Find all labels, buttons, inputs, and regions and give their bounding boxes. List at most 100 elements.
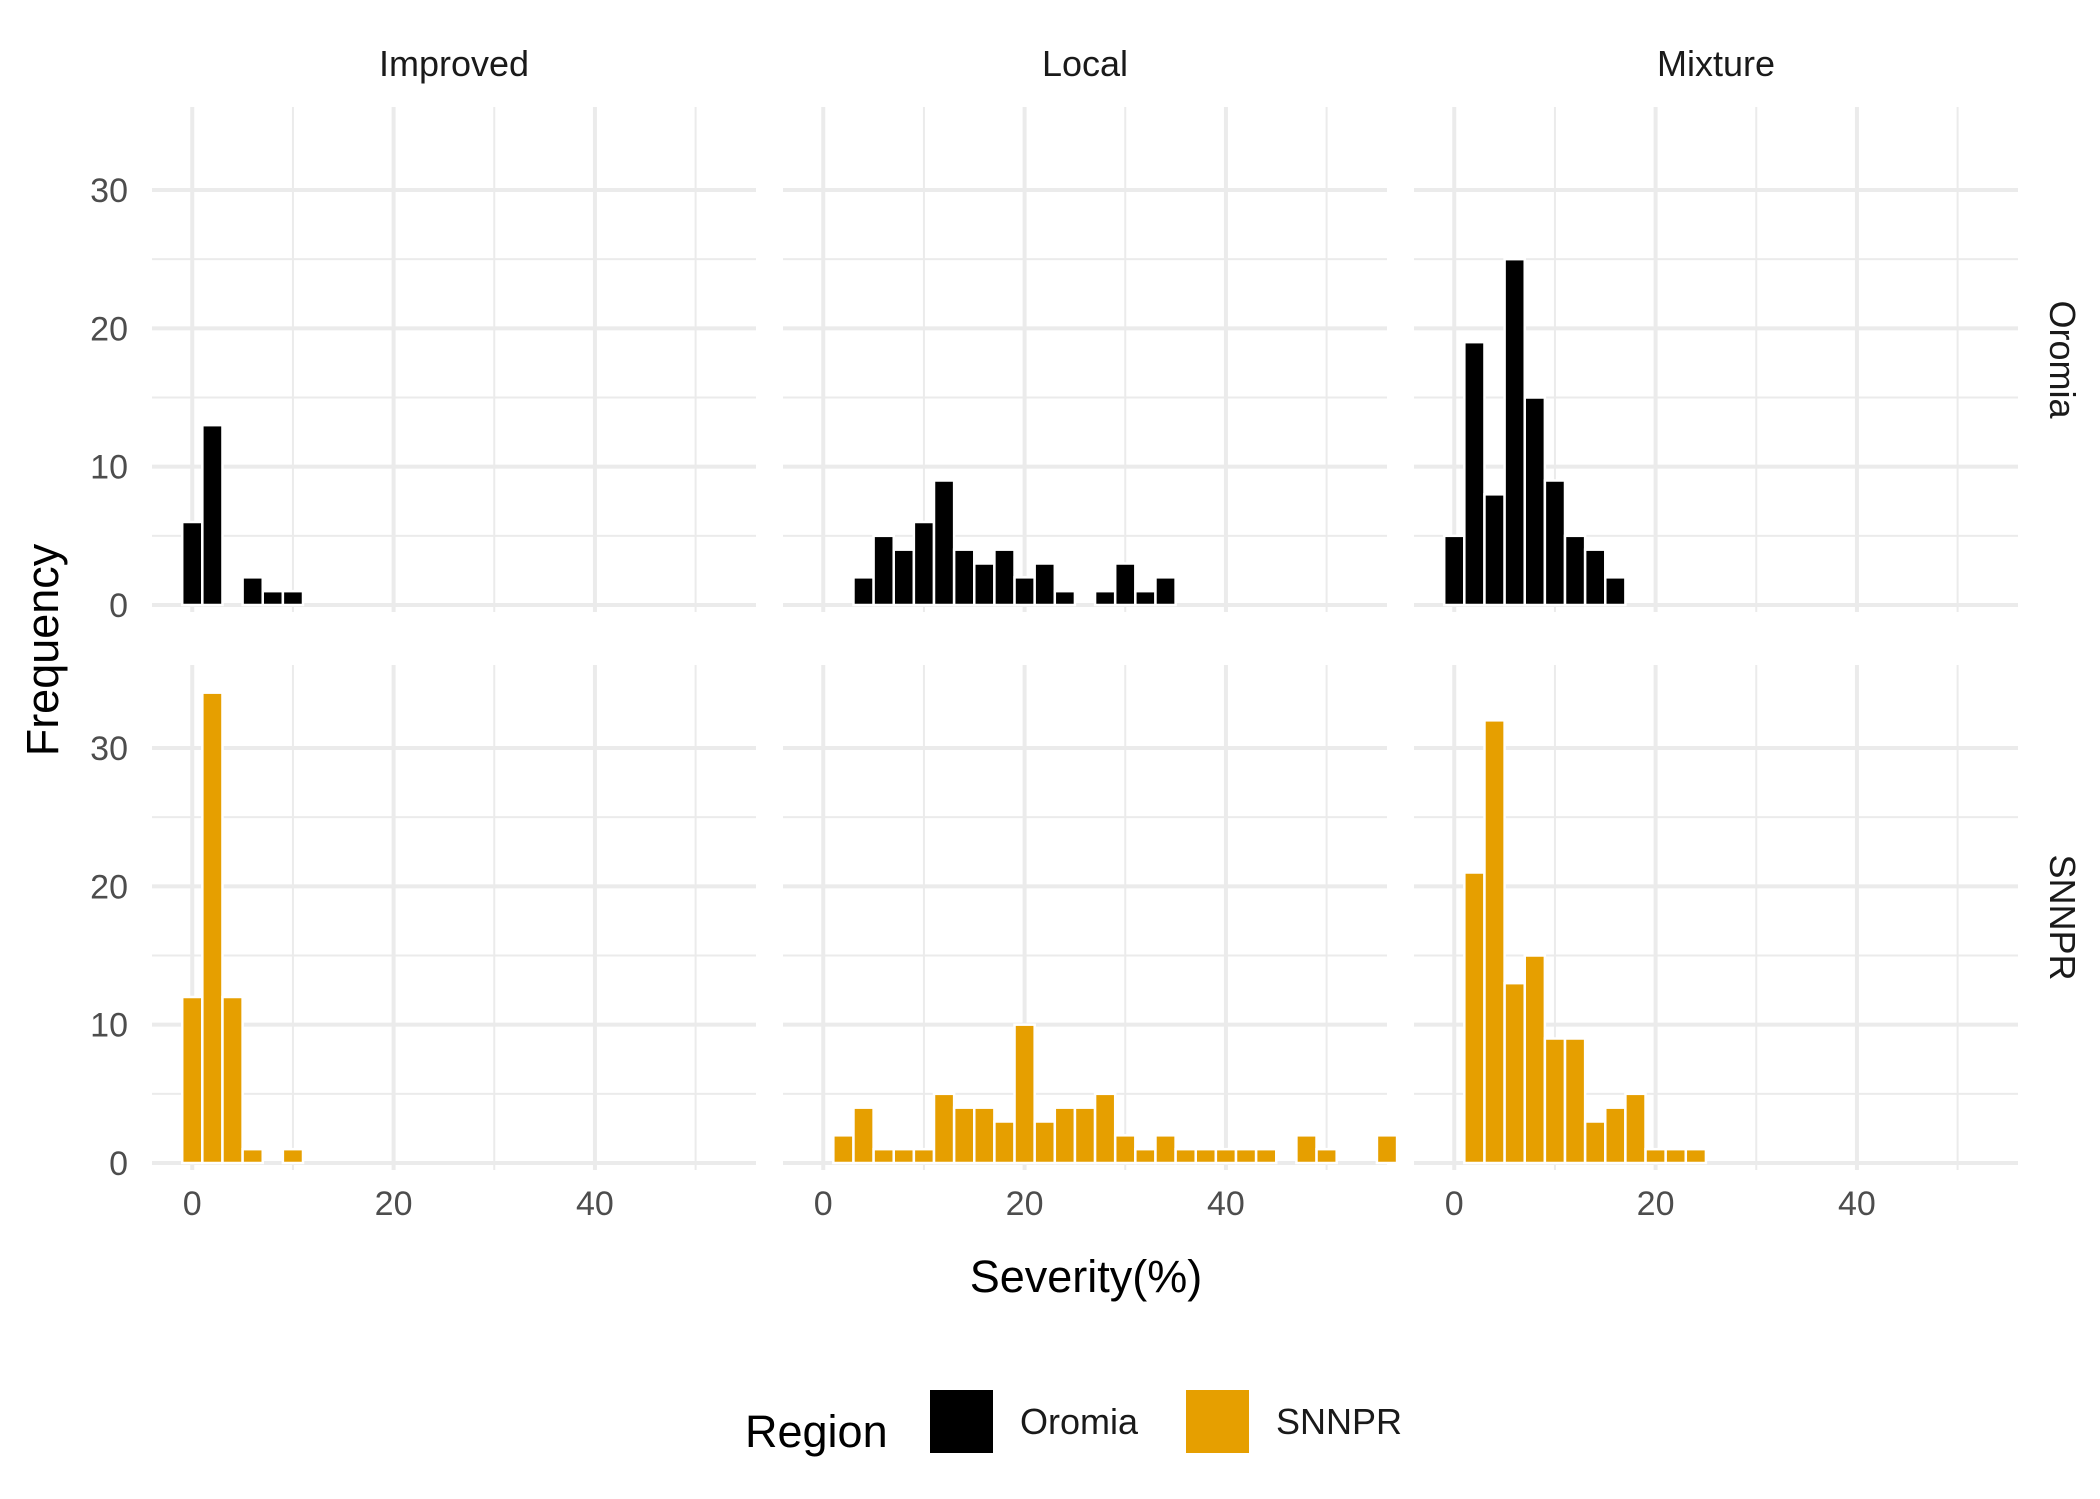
histogram-bar: [1523, 396, 1547, 607]
panel-snnpr-local: [783, 665, 1387, 1170]
histogram-bar: [1113, 1134, 1137, 1165]
histogram-bar: [1013, 576, 1036, 607]
bars-oromia-mixture: [1442, 257, 1627, 607]
histogram-bar: [872, 1147, 895, 1165]
histogram-bar: [993, 1120, 1016, 1165]
histogram-bar: [973, 562, 996, 607]
legend-entry: Oromia: [930, 1390, 1139, 1453]
histogram-bar: [1503, 981, 1526, 1165]
bars-snnpr-mixture: [1463, 719, 1708, 1165]
histogram-bar: [1583, 1120, 1607, 1165]
histogram-bar: [1134, 1147, 1157, 1165]
axes-layer: 0 10 20 30 0 10 20 30 0 20 40 0 20 40 0 20 40: [90, 172, 1876, 1223]
histogram-bar: [1644, 1147, 1667, 1165]
x-tick-label: 0: [1445, 1185, 1464, 1223]
legend-key: [930, 1390, 993, 1453]
legend-entry: SNNPR: [1186, 1390, 1402, 1453]
histogram-bar: [1295, 1134, 1318, 1165]
y-tick-label: 10: [90, 1007, 128, 1045]
histogram-bar: [1174, 1147, 1197, 1165]
histogram-bar: [852, 576, 875, 607]
histogram-bar: [1053, 1106, 1077, 1165]
legend-label: SNNPR: [1276, 1401, 1402, 1442]
histogram-bar: [180, 520, 204, 607]
x-tick-label: 40: [1207, 1185, 1245, 1223]
histogram-bar: [892, 1147, 916, 1165]
strip-label-row: Oromia: [2042, 300, 2083, 419]
histogram-bar: [1254, 1147, 1278, 1165]
histogram-bar: [1093, 589, 1117, 607]
x-tick-label: 20: [1006, 1185, 1044, 1223]
histogram-bar: [952, 548, 976, 607]
histogram-bar: [973, 1106, 996, 1165]
panels-layer: [152, 107, 2018, 1170]
histogram-bar: [180, 995, 204, 1165]
histogram-bar: [1375, 1134, 1399, 1165]
y-tick-label: 20: [90, 868, 128, 906]
histogram-bar: [1463, 871, 1486, 1165]
x-tick-label: 0: [814, 1185, 833, 1223]
histogram-bar: [1684, 1147, 1708, 1165]
y-tick-label: 30: [90, 172, 128, 210]
histogram-bar: [1463, 340, 1486, 607]
histogram-bar: [952, 1106, 976, 1165]
x-tick-label: 0: [183, 1185, 202, 1223]
histogram-bar: [832, 1134, 855, 1165]
histogram-bar: [892, 548, 916, 607]
histogram-bar: [1154, 576, 1177, 607]
histogram-bar: [993, 548, 1016, 607]
histogram-bar: [1604, 1106, 1627, 1165]
legend-label: Oromia: [1020, 1401, 1139, 1442]
histogram-bar: [1543, 1037, 1567, 1165]
histogram-bar: [1624, 1092, 1647, 1165]
histogram-bar: [932, 479, 956, 607]
y-tick-label: 0: [109, 587, 128, 625]
x-tick-label: 20: [1637, 1185, 1675, 1223]
histogram-bar: [1073, 1106, 1097, 1165]
strip-label-col: Mixture: [1657, 43, 1775, 84]
y-tick-label: 20: [90, 310, 128, 348]
histogram-bar: [221, 995, 244, 1165]
histogram-bar: [1234, 1147, 1258, 1165]
histogram-bar: [1563, 1037, 1587, 1165]
histogram-bar: [1664, 1147, 1688, 1165]
x-axis-title: Severity(%): [970, 1251, 1203, 1302]
histogram-bar: [1503, 257, 1526, 607]
x-tick-label: 40: [1838, 1185, 1876, 1223]
facet-strips: Improved Local Mixture Oromia SNNPR: [379, 43, 2083, 981]
panel-oromia-improved: [152, 107, 756, 612]
histogram-bar: [1483, 719, 1506, 1165]
histogram-bar: [1442, 534, 1466, 607]
histogram-bar: [1093, 1092, 1117, 1165]
y-tick-label: 0: [109, 1145, 128, 1183]
histogram-bar: [1033, 562, 1057, 607]
y-axis-title: Frequency: [17, 543, 68, 756]
legend: Region Oromia SNNPR: [745, 1390, 1402, 1457]
histogram-bar: [852, 1106, 875, 1165]
histogram-bar: [1604, 576, 1627, 607]
histogram-bar: [1194, 1147, 1218, 1165]
histogram-bar: [912, 520, 936, 607]
y-tick-label: 10: [90, 449, 128, 487]
bars-oromia-improved: [180, 423, 305, 607]
bars-snnpr-local: [832, 1023, 1399, 1165]
histogram-bar: [912, 1147, 936, 1165]
y-tick-label: 30: [90, 730, 128, 768]
histogram-bar: [1013, 1023, 1036, 1165]
histogram-bar: [1543, 479, 1567, 607]
histogram-bar: [241, 576, 264, 607]
histogram-bar: [1523, 954, 1547, 1165]
histogram-bar: [261, 589, 285, 607]
histogram-bar: [1214, 1147, 1238, 1165]
histogram-bar: [932, 1092, 956, 1165]
strip-label-row: SNNPR: [2042, 854, 2083, 980]
panel-oromia-local: [783, 107, 1387, 612]
histogram-bar: [1053, 589, 1077, 607]
histogram-bar: [1033, 1120, 1057, 1165]
bars-snnpr-improved: [180, 691, 305, 1165]
histogram-bar: [201, 691, 224, 1165]
x-tick-label: 20: [375, 1185, 413, 1223]
histogram-bar: [281, 1147, 305, 1165]
histogram-bar: [872, 534, 895, 607]
